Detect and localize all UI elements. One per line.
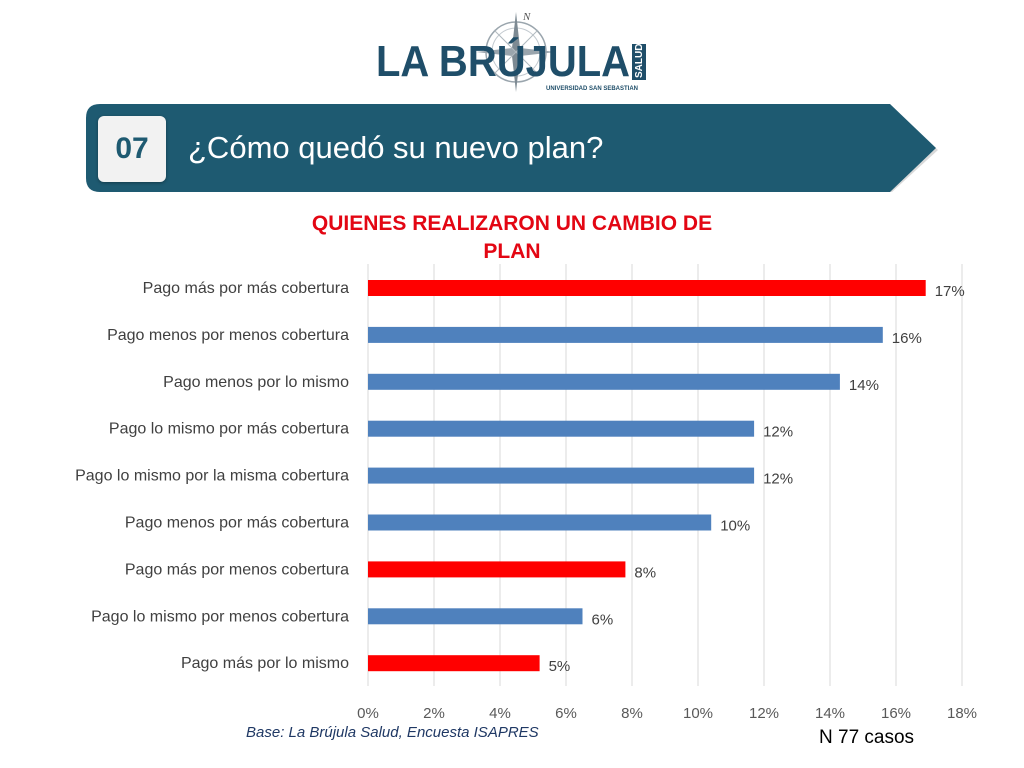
bar [368, 467, 755, 484]
data-label: 8% [634, 564, 656, 581]
section-number-badge: 07 [98, 116, 166, 182]
bar [368, 655, 540, 672]
chart-title-line-2: PLAN [483, 240, 541, 263]
x-tick-label: 2% [423, 705, 445, 722]
bar [368, 608, 583, 625]
chart-title: QUIENES REALIZARON UN CAMBIO DE PLAN [300, 210, 724, 266]
logo-side-box [632, 44, 646, 80]
x-tick-label: 8% [621, 705, 643, 722]
sample-size: N 77 casos [819, 727, 915, 748]
data-label: 12% [763, 424, 793, 441]
bar [368, 280, 926, 296]
data-label: 14% [849, 377, 879, 394]
data-label: 12% [763, 471, 793, 488]
compass-rose-icon: N [476, 11, 556, 92]
category-label: Pago más por menos cobertura [125, 561, 349, 578]
data-label: 6% [592, 611, 614, 628]
category-label: Pago más por lo mismo [181, 655, 349, 672]
x-tick-label: 4% [489, 705, 511, 722]
data-label: 16% [892, 330, 922, 347]
compass-north-letter: N [522, 11, 531, 23]
chart-title-line-1: QUIENES REALIZARON UN CAMBIO DE [311, 212, 713, 235]
category-label: Pago menos por más cobertura [125, 515, 349, 532]
x-tick-label: 0% [357, 705, 379, 722]
bar [368, 514, 712, 531]
category-label: Pago lo mismo por más cobertura [109, 421, 349, 438]
x-tick-label: 10% [683, 705, 713, 722]
x-tick-label: 16% [881, 705, 911, 722]
bar [368, 420, 755, 437]
bar [368, 326, 883, 343]
data-label: 10% [720, 518, 750, 535]
bar [368, 373, 840, 390]
title-banner [86, 104, 938, 192]
la-brujula-logo: N LA BRÚJULA SALUD UNIVERSIDAD SAN SEBAS… [376, 11, 646, 92]
data-label: 5% [549, 658, 571, 675]
page-title: ¿Cómo quedó su nuevo plan? [188, 130, 604, 165]
logo-text: LA BRÚJULA [376, 36, 630, 86]
x-tick-label: 12% [749, 705, 779, 722]
x-tick-label: 6% [555, 705, 577, 722]
source-note: Base: La Brújula Salud, Encuesta ISAPRES [246, 724, 539, 741]
category-label: Pago lo mismo por menos cobertura [91, 608, 349, 625]
logo-subtitle: UNIVERSIDAD SAN SEBASTIAN [546, 86, 638, 92]
category-label: Pago lo mismo por la misma cobertura [75, 468, 349, 485]
category-label: Pago menos por menos cobertura [107, 327, 349, 344]
logo-side-text: SALUD [634, 44, 645, 78]
category-label: Pago menos por lo mismo [163, 374, 349, 391]
bar [368, 561, 626, 578]
x-tick-label: 18% [947, 705, 977, 722]
x-tick-label: 14% [815, 705, 845, 722]
category-label: Pago más por más cobertura [143, 280, 349, 297]
data-label: 17% [935, 283, 965, 300]
